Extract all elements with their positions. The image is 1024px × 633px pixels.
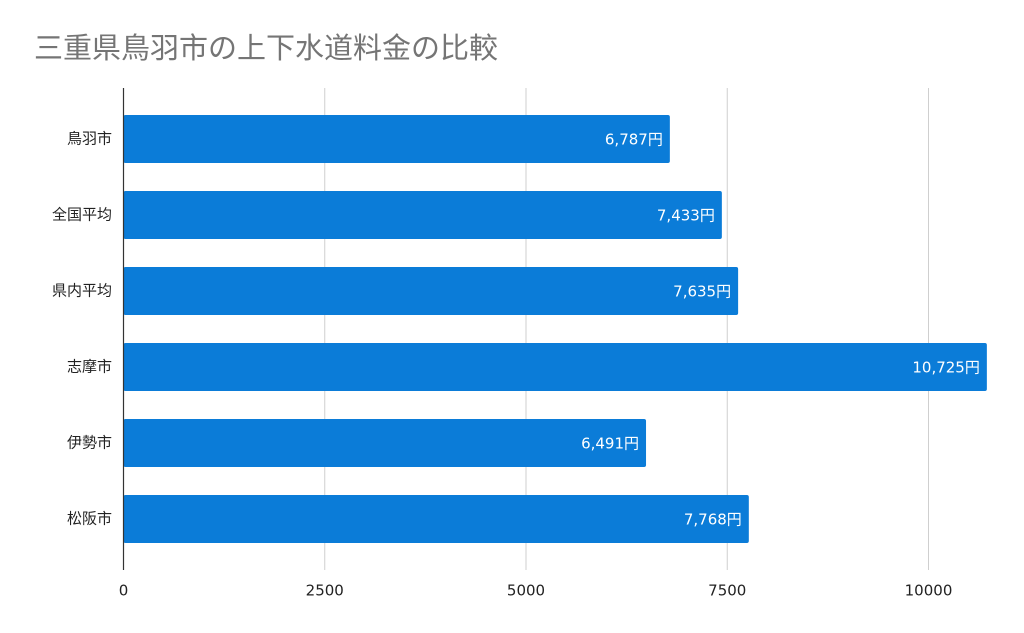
chart-title: 三重県鳥羽市の上下水道料金の比較 xyxy=(34,31,498,65)
value-label: 6,491円 xyxy=(581,435,639,453)
bar xyxy=(123,343,987,391)
x-tick-label: 0 xyxy=(119,582,129,600)
y-tick-label: 志摩市 xyxy=(67,358,112,376)
y-tick-label: 全国平均 xyxy=(52,206,112,224)
x-tick-label: 10000 xyxy=(905,582,953,600)
x-tick-label: 5000 xyxy=(507,582,545,600)
value-label: 7,635円 xyxy=(673,283,731,301)
bar xyxy=(123,267,739,315)
value-label: 7,768円 xyxy=(684,511,742,529)
y-tick-label: 松阪市 xyxy=(67,510,112,528)
bar xyxy=(123,115,670,163)
value-label: 6,787円 xyxy=(605,131,663,149)
value-label: 7,433円 xyxy=(657,207,715,225)
bar xyxy=(123,495,749,543)
y-tick-label: 鳥羽市 xyxy=(67,130,112,148)
bar xyxy=(123,419,647,467)
grid: 0 2500 5000 7500 10000 xyxy=(119,88,953,600)
y-tick-label: 伊勢市 xyxy=(67,434,112,452)
bar xyxy=(123,191,722,239)
x-tick-label: 2500 xyxy=(306,582,344,600)
y-tick-label: 県内平均 xyxy=(52,282,112,300)
x-tick-label: 7500 xyxy=(708,582,746,600)
value-label: 10,725円 xyxy=(912,359,980,377)
